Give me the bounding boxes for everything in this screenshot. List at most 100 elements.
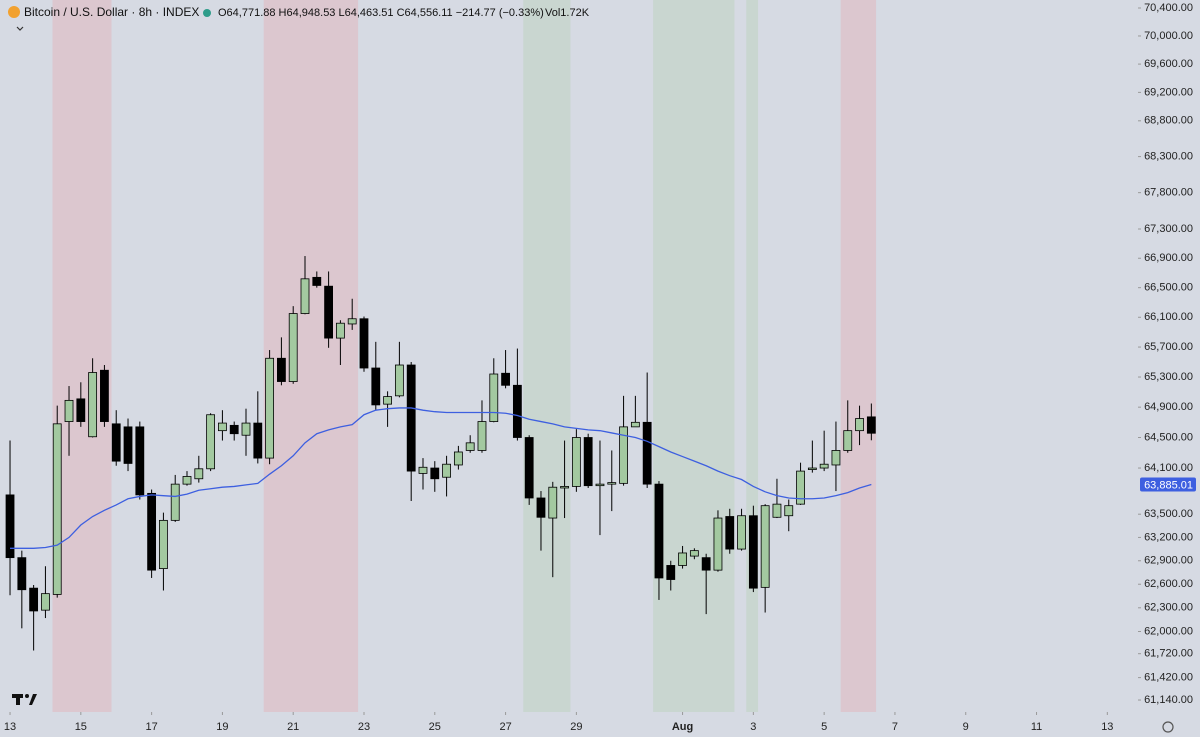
y-tick-label: 69,200.00	[1144, 86, 1193, 98]
moving-average-line	[10, 407, 872, 549]
x-tick-label: 27	[499, 721, 511, 733]
highlight-band	[653, 0, 735, 712]
candle-body	[253, 422, 263, 459]
candle-body	[571, 437, 581, 487]
collapse-chevron[interactable]	[16, 26, 24, 31]
candle-body	[170, 483, 180, 521]
y-tick-label: 61,140.00	[1144, 694, 1193, 706]
plot-area	[5, 0, 1141, 715]
candle-body	[277, 357, 286, 382]
candle-body	[536, 497, 546, 518]
candle-body	[394, 364, 404, 397]
candle-body	[583, 437, 593, 487]
candle-body	[288, 313, 298, 382]
candle-body	[418, 466, 428, 474]
x-tick-label: 13	[1101, 721, 1113, 733]
candle-body	[642, 421, 652, 485]
y-tick-label: 68,300.00	[1144, 151, 1193, 163]
candle-body	[5, 494, 15, 559]
y-tick-label: 62,900.00	[1144, 555, 1193, 567]
status-dot	[203, 9, 211, 17]
y-tick-label: 69,600.00	[1144, 58, 1193, 70]
x-tick-label: 11	[1031, 721, 1042, 733]
candle-body	[52, 423, 62, 595]
candle-body	[229, 424, 239, 435]
candle-body	[406, 364, 416, 472]
candle-body	[371, 367, 381, 406]
y-tick-label: 65,700.00	[1144, 341, 1193, 353]
candle-body	[465, 442, 475, 451]
x-tick-label: 9	[963, 721, 969, 733]
candle-body	[772, 503, 782, 518]
candle-body	[64, 399, 74, 422]
y-tick-label: 64,500.00	[1144, 431, 1193, 443]
y-tick-label: 66,900.00	[1144, 252, 1193, 264]
candle-body	[383, 396, 392, 405]
last-value-tag	[1140, 477, 1196, 492]
candle-body	[737, 515, 746, 550]
y-tick-label: 61,720.00	[1144, 648, 1193, 660]
symbol-title[interactable]: Bitcoin / U.S. Dollar · 8h · INDEX	[24, 5, 199, 19]
candle-body	[194, 468, 204, 480]
settings-icon[interactable]	[1162, 721, 1174, 733]
candle-body	[654, 483, 664, 579]
candle-body	[843, 430, 853, 451]
y-tick-label: 67,300.00	[1144, 223, 1193, 235]
candle-body	[831, 450, 841, 466]
candle-body	[41, 593, 50, 611]
candle-body	[100, 369, 109, 422]
candle-body	[88, 372, 98, 438]
x-tick-label: 19	[216, 721, 228, 733]
candle-body	[76, 398, 86, 422]
highlight-band	[840, 0, 877, 712]
y-tick-label: 67,800.00	[1144, 187, 1193, 199]
candle-body	[347, 318, 357, 325]
x-tick-label: 25	[429, 721, 441, 733]
candle-body	[300, 278, 310, 314]
candle-body	[512, 384, 522, 438]
bitcoin-icon	[8, 6, 20, 18]
candle-body	[159, 519, 168, 569]
candle-body	[335, 322, 345, 339]
y-tick-label: 62,000.00	[1144, 625, 1193, 637]
candle-body	[689, 550, 699, 557]
x-tick-label: 3	[750, 721, 756, 733]
x-tick-label: 21	[287, 721, 299, 733]
candle-body	[607, 482, 617, 485]
x-tick-label: 23	[358, 721, 370, 733]
volume: Vol1.72K	[545, 7, 590, 19]
x-tick-label: Aug	[672, 721, 693, 733]
candle-body	[760, 505, 770, 588]
candle-body	[866, 416, 876, 434]
candle-body	[182, 476, 192, 485]
candle-body	[453, 451, 463, 466]
highlight-band	[52, 0, 112, 712]
x-tick-label: 7	[892, 721, 898, 733]
candle-body	[501, 372, 510, 386]
candle-body	[477, 421, 487, 451]
candle-body	[725, 516, 735, 550]
y-tick-label: 66,500.00	[1144, 282, 1193, 294]
y-tick-label: 63,200.00	[1144, 531, 1193, 543]
candle-body	[796, 470, 805, 505]
candle-body	[560, 486, 569, 489]
candle-body	[748, 515, 758, 589]
x-tick-label: 15	[75, 721, 87, 733]
highlight-band	[263, 0, 359, 712]
candle-body	[312, 276, 322, 286]
candle-body	[147, 492, 157, 571]
candle-body	[819, 463, 829, 469]
candle-body	[265, 357, 275, 459]
candle-body	[135, 426, 145, 496]
candle-body	[442, 463, 451, 478]
last-value-label: 63,885.01	[1144, 479, 1193, 491]
candle-body	[855, 418, 864, 432]
highlight-band	[746, 0, 759, 712]
candle-body	[206, 414, 216, 470]
y-tick-label: 64,900.00	[1144, 401, 1193, 413]
candle-body	[359, 318, 369, 369]
candle-body	[713, 517, 723, 571]
candle-body	[701, 557, 711, 571]
